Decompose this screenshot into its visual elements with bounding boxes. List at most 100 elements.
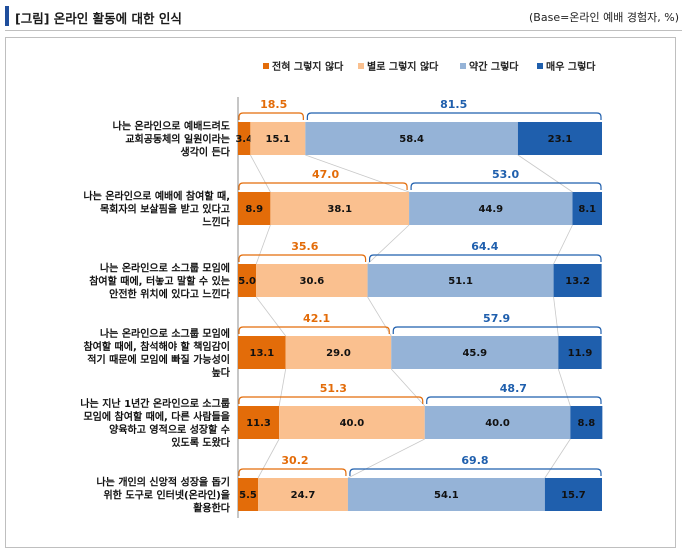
connector-line — [367, 296, 392, 337]
legend-label-2: 별로 그렇지 않다 — [367, 60, 439, 73]
bar-segment — [256, 264, 368, 297]
connector-line — [553, 224, 573, 265]
category-label: 안전한 위치에 있다고 느낀다 — [109, 288, 231, 301]
positive-total-label: 48.7 — [500, 382, 527, 395]
category-label: 생각이 든다 — [181, 146, 231, 159]
legend-swatch-2 — [358, 63, 364, 69]
bar-segment — [279, 406, 425, 439]
connector-line — [278, 368, 287, 407]
bar-segment — [409, 192, 573, 225]
bar-segment — [558, 336, 602, 369]
bar-segment — [238, 122, 251, 155]
negative-total-label: 35.6 — [291, 240, 318, 253]
legend-label-3: 약간 그렇다 — [469, 60, 519, 73]
category-label: 위한 도구로 인터넷(온라인)을 — [103, 489, 230, 502]
positive-total-label: 53.0 — [492, 168, 519, 181]
value-label: 44.9 — [478, 204, 503, 215]
value-label: 13.1 — [249, 348, 274, 359]
positive-total-label: 57.9 — [483, 312, 510, 325]
bar-segment — [238, 406, 280, 439]
negative-total-label: 47.0 — [312, 168, 339, 181]
header-divider — [5, 30, 682, 31]
value-label: 5.5 — [239, 490, 257, 501]
bar-segment — [544, 478, 602, 511]
category-label: 나는 온라인으로 예배에 참여할 때, — [83, 190, 230, 203]
bar-segment — [285, 336, 392, 369]
bar-segment — [258, 478, 348, 511]
bar-segment — [305, 122, 518, 155]
positive-total-label: 69.8 — [461, 454, 488, 467]
positive-total-label: 81.5 — [440, 98, 467, 111]
category-label: 느낀다 — [202, 216, 230, 229]
value-label: 24.7 — [291, 490, 316, 501]
value-label: 11.3 — [246, 418, 271, 429]
value-label: 40.0 — [485, 418, 510, 429]
value-label: 15.7 — [561, 490, 586, 501]
category-label: 목회자의 보살핌을 받고 있다고 — [100, 203, 230, 216]
connector-line — [367, 224, 410, 265]
connector-line — [553, 296, 559, 337]
bar-segment — [570, 406, 603, 439]
bar-segment — [347, 478, 545, 511]
bar-segment — [424, 406, 571, 439]
value-label: 3.4 — [235, 134, 253, 145]
value-label: 13.2 — [565, 276, 590, 287]
category-label: 나는 개인의 신앙적 성장을 돕기 — [96, 476, 230, 489]
negative-bracket — [238, 182, 408, 190]
value-label: 45.9 — [462, 348, 487, 359]
negative-bracket — [238, 396, 424, 404]
negative-total-label: 18.5 — [260, 98, 287, 111]
category-label: 모임에 참여할 때에, 다른 사람들을 — [83, 410, 230, 423]
bar-segment — [238, 478, 259, 511]
value-label: 23.1 — [548, 134, 573, 145]
value-label: 5.0 — [238, 276, 256, 287]
positive-bracket — [349, 468, 602, 476]
category-label: 교회공동체의 일원이라는 — [125, 133, 230, 146]
positive-total-label: 64.4 — [471, 240, 498, 253]
category-label: 양육하고 영적으로 성장할 수 — [109, 423, 230, 436]
connector-line — [257, 438, 280, 479]
negative-total-label: 51.3 — [320, 382, 347, 395]
bar-segment — [553, 264, 602, 297]
bar-segment — [238, 336, 286, 369]
value-label: 11.9 — [568, 348, 593, 359]
negative-total-label: 30.2 — [281, 454, 308, 467]
positive-bracket — [410, 182, 602, 190]
legend-swatch-1 — [263, 63, 269, 69]
negative-bracket — [238, 468, 347, 476]
category-label: 나는 지난 1년간 온라인으로 소그룹 — [80, 397, 230, 410]
category-label: 참여할 때에, 터놓고 말할 수 있는 — [89, 275, 230, 288]
bar-segment — [238, 192, 271, 225]
connector-line — [305, 154, 410, 193]
chart-frame — [5, 37, 676, 548]
bar-segment — [238, 264, 257, 297]
category-label: 나는 온라인으로 예배드려도 — [113, 120, 230, 133]
connector-line — [557, 368, 571, 407]
figure-header: [그림] 온라인 활동에 대한 인식 (Base=온라인 예배 경험자, %) — [0, 0, 687, 32]
positive-bracket — [306, 112, 602, 120]
value-label: 8.9 — [245, 204, 263, 215]
negative-bracket — [238, 112, 304, 120]
bar-segment — [517, 122, 602, 155]
category-label: 나는 온라인으로 소그룹 모임에 — [100, 262, 230, 275]
legend-swatch-4 — [537, 63, 543, 69]
connector-line — [255, 224, 271, 265]
connector-line — [517, 154, 573, 193]
category-label: 참여할 때에, 참석해야 할 책임감이 — [83, 340, 230, 353]
value-label: 15.1 — [266, 134, 291, 145]
value-label: 30.6 — [300, 276, 325, 287]
bar-segment — [367, 264, 554, 297]
title-accent-bar — [5, 6, 9, 26]
category-label: 적기 때문에 모임에 빠질 가능성이 — [87, 353, 230, 366]
value-label: 8.8 — [577, 418, 595, 429]
connector-line — [250, 154, 271, 193]
positive-bracket — [392, 326, 602, 334]
figure-title: [그림] 온라인 활동에 대한 인식 — [15, 11, 182, 26]
value-label: 38.1 — [327, 204, 352, 215]
bar-segment — [270, 192, 410, 225]
value-label: 8.1 — [578, 204, 596, 215]
negative-total-label: 42.1 — [303, 312, 330, 325]
category-label: 활용한다 — [193, 502, 231, 515]
base-note: (Base=온라인 예배 경험자, %) — [529, 11, 679, 24]
legend-label-1: 전혀 그렇지 않다 — [272, 60, 344, 73]
